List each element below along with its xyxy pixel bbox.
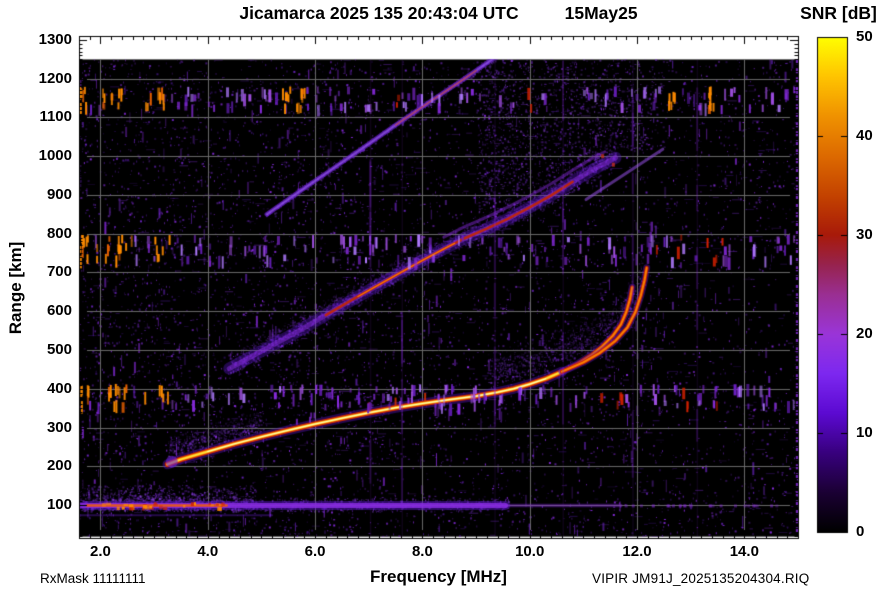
y-tick-label: 200 bbox=[46, 457, 72, 475]
y-tick-label: 600 bbox=[46, 302, 72, 320]
colorbar-tick-label: 50 bbox=[856, 28, 873, 45]
x-tick-label: 8.0 bbox=[411, 543, 433, 560]
y-tick-label: 700 bbox=[46, 263, 72, 281]
y-tick-label: 400 bbox=[46, 379, 72, 397]
rxmask-annotation: RxMask 11111111 bbox=[40, 571, 146, 586]
y-tick-label: 300 bbox=[46, 418, 72, 436]
x-tick-label: 14.0 bbox=[729, 543, 759, 560]
x-tick-label: 6.0 bbox=[304, 543, 326, 560]
x-axis-label: Frequency [MHz] bbox=[370, 567, 507, 586]
x-tick-label: 2.0 bbox=[90, 543, 111, 560]
colorbar-tick-label: 10 bbox=[856, 424, 873, 441]
y-tick-label: 1300 bbox=[38, 30, 72, 48]
colorbar-tick-label: 30 bbox=[856, 226, 873, 243]
plot-title: Jicamarca 2025 135 20:43:04 UTC bbox=[239, 3, 519, 23]
plot-date: 15May25 bbox=[564, 3, 638, 23]
y-tick-label: 1000 bbox=[38, 147, 72, 165]
y-tick-label: 900 bbox=[46, 185, 72, 203]
x-tick-label: 12.0 bbox=[622, 543, 652, 560]
filename-annotation: VIPIR JM91J_2025135204304.RIQ bbox=[592, 571, 810, 586]
x-tick-label: 10.0 bbox=[515, 543, 545, 560]
y-tick-label: 1100 bbox=[39, 108, 72, 126]
y-axis-label: Range [km] bbox=[6, 241, 25, 335]
y-tick-label: 1200 bbox=[38, 69, 72, 87]
colorbar-tick-label: 20 bbox=[856, 325, 873, 342]
colorbar-tick-label: 0 bbox=[856, 523, 865, 540]
colorbar-tick-label: 40 bbox=[856, 127, 873, 144]
y-tick-label: 800 bbox=[46, 224, 72, 242]
y-tick-label: 100 bbox=[46, 496, 72, 514]
x-tick-label: 4.0 bbox=[197, 543, 219, 560]
plot-title-row: Jicamarca 2025 135 20:43:04 UTC 15May25 bbox=[79, 3, 798, 24]
colorbar-title: SNR [dB] bbox=[800, 3, 877, 23]
y-tick-label: 500 bbox=[46, 340, 72, 358]
